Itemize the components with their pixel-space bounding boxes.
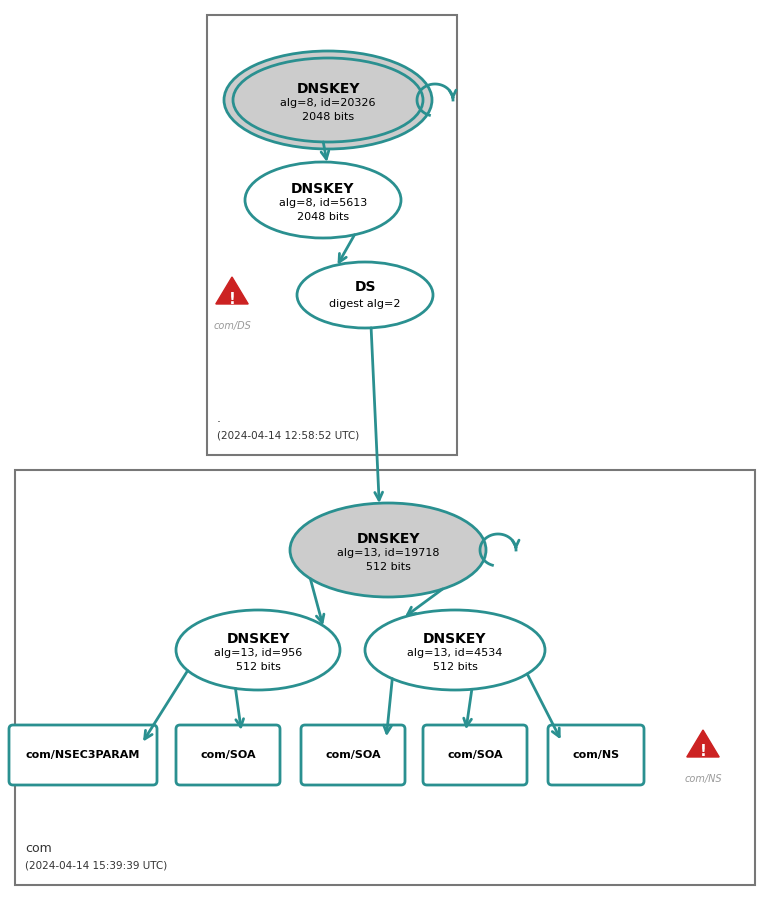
Polygon shape — [216, 277, 248, 304]
Text: com/DS: com/DS — [213, 321, 251, 331]
Ellipse shape — [290, 503, 486, 597]
Text: DNSKEY: DNSKEY — [423, 632, 487, 646]
Text: alg=13, id=19718: alg=13, id=19718 — [336, 548, 439, 558]
FancyBboxPatch shape — [176, 725, 280, 785]
Ellipse shape — [233, 58, 423, 142]
Ellipse shape — [297, 262, 433, 328]
Text: DNSKEY: DNSKEY — [356, 532, 420, 546]
Text: 512 bits: 512 bits — [366, 562, 410, 572]
Text: com/NSEC3PARAM: com/NSEC3PARAM — [26, 750, 141, 760]
Text: DNSKEY: DNSKEY — [227, 632, 290, 646]
Text: 2048 bits: 2048 bits — [302, 112, 354, 122]
Text: digest alg=2: digest alg=2 — [329, 299, 401, 309]
Ellipse shape — [365, 610, 545, 690]
Ellipse shape — [176, 610, 340, 690]
Text: .: . — [217, 412, 221, 425]
FancyBboxPatch shape — [548, 725, 644, 785]
Text: alg=8, id=5613: alg=8, id=5613 — [279, 198, 367, 208]
Text: 512 bits: 512 bits — [432, 662, 478, 672]
Text: !: ! — [700, 744, 707, 760]
Text: com/NS: com/NS — [684, 774, 722, 784]
Text: !: ! — [229, 291, 236, 307]
Text: com/SOA: com/SOA — [447, 750, 503, 760]
Text: alg=13, id=956: alg=13, id=956 — [214, 648, 302, 658]
Bar — [15, 470, 755, 885]
Text: 2048 bits: 2048 bits — [297, 212, 349, 222]
Polygon shape — [687, 730, 719, 757]
Text: alg=13, id=4534: alg=13, id=4534 — [407, 648, 503, 658]
Bar — [207, 15, 457, 455]
Ellipse shape — [224, 51, 432, 149]
Text: DS: DS — [354, 280, 376, 294]
Text: DNSKEY: DNSKEY — [296, 82, 359, 96]
Text: com: com — [25, 842, 51, 855]
FancyBboxPatch shape — [423, 725, 527, 785]
Text: (2024-04-14 12:58:52 UTC): (2024-04-14 12:58:52 UTC) — [217, 431, 359, 441]
Text: (2024-04-14 15:39:39 UTC): (2024-04-14 15:39:39 UTC) — [25, 861, 167, 871]
FancyBboxPatch shape — [301, 725, 405, 785]
Text: com/NS: com/NS — [572, 750, 620, 760]
FancyBboxPatch shape — [9, 725, 157, 785]
Text: 512 bits: 512 bits — [236, 662, 280, 672]
Ellipse shape — [245, 162, 401, 238]
Text: DNSKEY: DNSKEY — [291, 182, 355, 196]
Text: com/SOA: com/SOA — [200, 750, 256, 760]
Text: alg=8, id=20326: alg=8, id=20326 — [280, 98, 376, 108]
Text: com/SOA: com/SOA — [325, 750, 381, 760]
